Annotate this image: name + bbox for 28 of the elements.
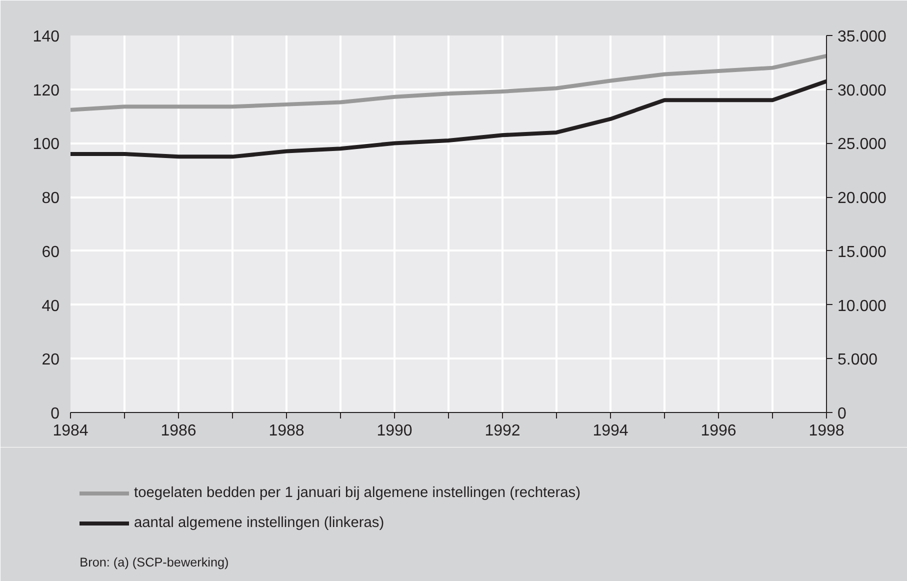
- legend-label: toegelaten bedden per 1 januari bij algemene instellingen (rechteras): [134, 485, 580, 501]
- y2-tick-label: 0: [838, 406, 846, 422]
- x-tick-label: 1988: [268, 422, 304, 440]
- legend-label: aantal algemene instellingen (linkeras): [134, 515, 384, 531]
- x-tick-label: 1986: [160, 422, 196, 440]
- x-tick-label: 1994: [592, 422, 628, 440]
- y-tick-label: 120: [32, 82, 60, 100]
- y2-tick-label: 5.000: [838, 352, 878, 369]
- text: Bron: (a) (SCP-bewerking): [80, 556, 229, 570]
- y-tick-label: 100: [32, 136, 60, 154]
- y-tick-label: 140: [32, 28, 60, 46]
- y2-tick-label: 10.000: [838, 298, 887, 315]
- y2-tick-label: 35.000: [838, 28, 887, 46]
- y2-tick-label: 25.000: [838, 136, 887, 154]
- line-series: [70, 54, 826, 112]
- y2-tick-label: 30.000: [838, 82, 887, 100]
- y-tick-label: 20: [42, 352, 60, 369]
- y-tick-label: 60: [42, 244, 60, 261]
- y-tick-label: 80: [42, 190, 60, 208]
- y-tick-label: 0: [50, 406, 60, 422]
- x-tick-label: 1996: [700, 422, 736, 440]
- y-tick-label: 40: [42, 298, 60, 315]
- x-tick-label: 1992: [484, 422, 520, 440]
- y2-tick-label: 20.000: [838, 190, 887, 208]
- y2-tick-label: 15.000: [838, 244, 887, 261]
- x-tick-label: 1998: [808, 422, 844, 440]
- x-tick-label: 1990: [376, 422, 412, 440]
- x-tick-label: 1984: [52, 422, 88, 440]
